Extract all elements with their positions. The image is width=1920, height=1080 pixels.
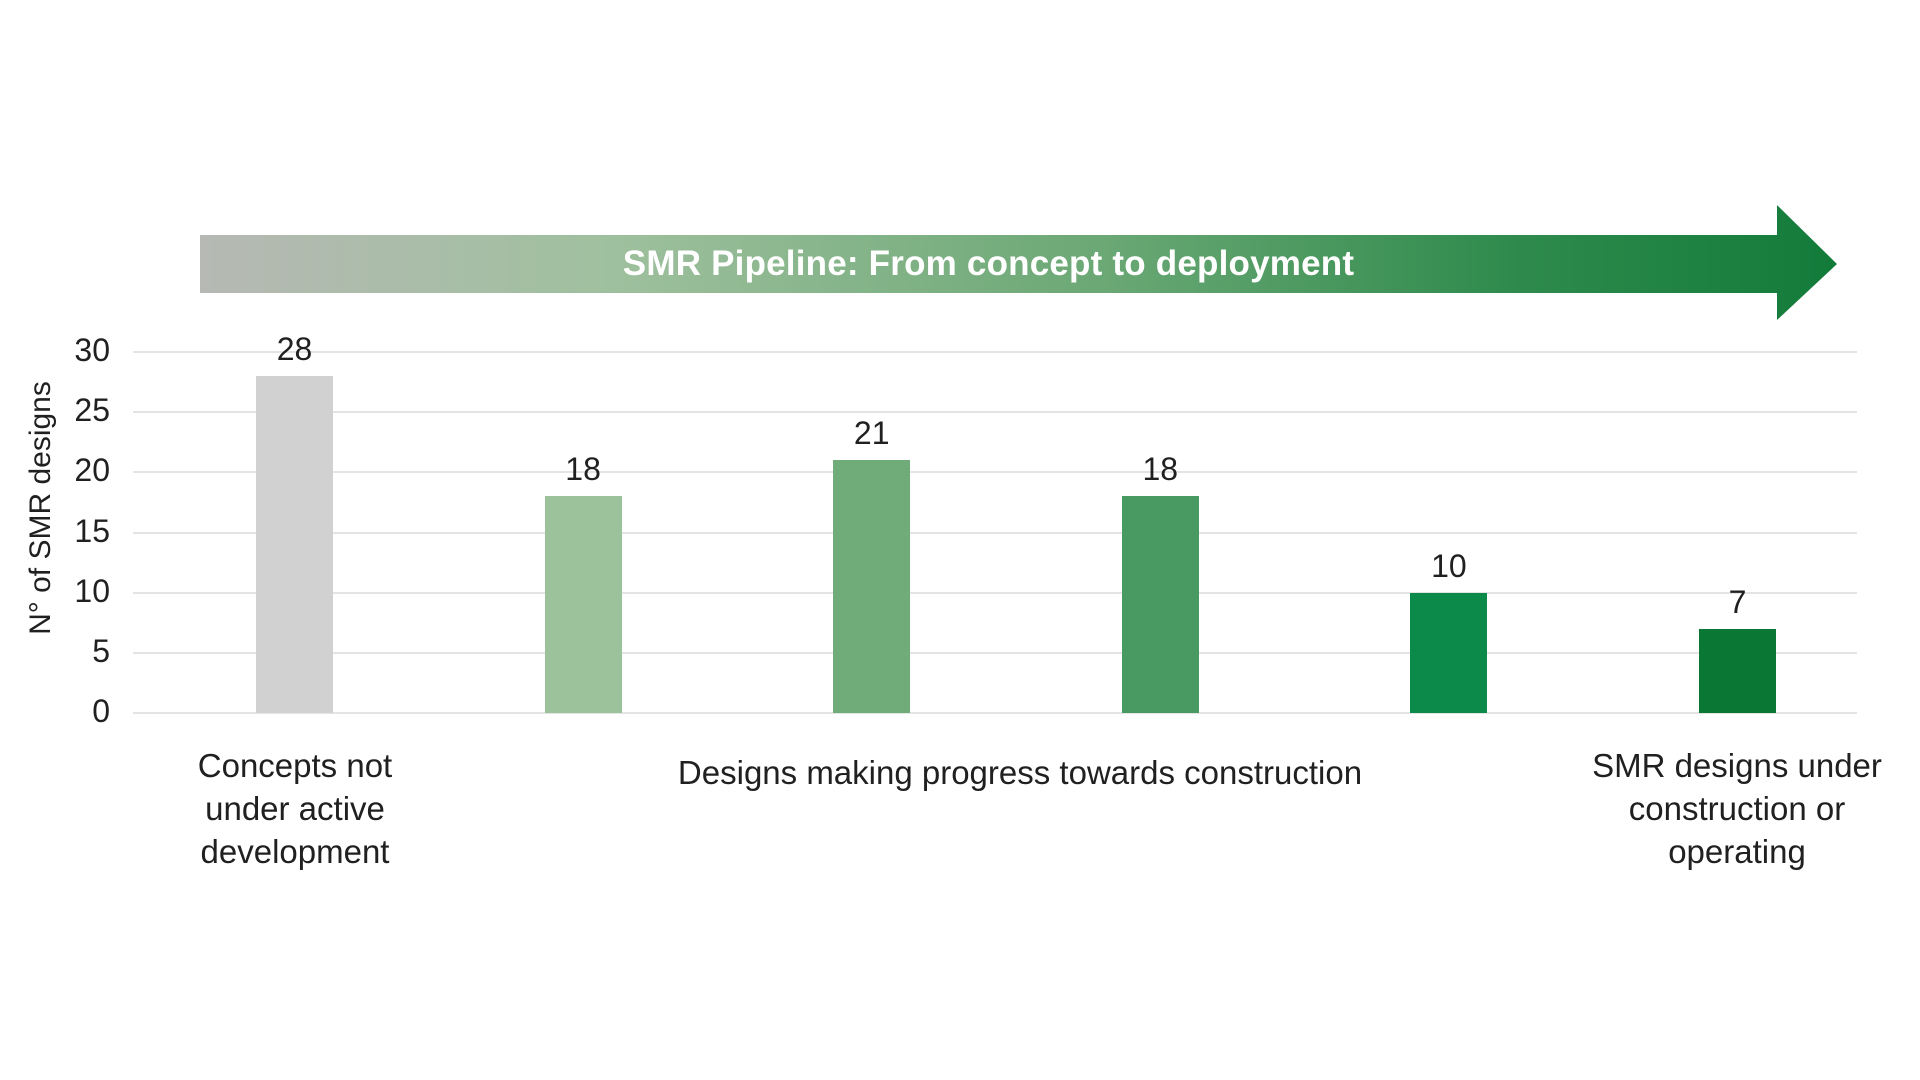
gridline bbox=[133, 591, 1857, 594]
x-label-concepts-not-under-active-development: Concepts not under active development bbox=[197, 747, 393, 870]
chart-bar bbox=[1699, 628, 1776, 713]
y-tick-label: 0 bbox=[92, 693, 110, 730]
chart-bar bbox=[833, 460, 911, 713]
y-tick-label: 5 bbox=[92, 632, 110, 669]
gridline bbox=[133, 531, 1857, 534]
gridline bbox=[133, 351, 1857, 353]
chart-bar bbox=[1410, 592, 1488, 713]
y-tick-label: 20 bbox=[74, 452, 110, 489]
chart-bar bbox=[1121, 496, 1199, 713]
chart-bar bbox=[256, 376, 333, 713]
bar-value-label: 10 bbox=[1431, 547, 1467, 584]
bar-value-label: 18 bbox=[1142, 451, 1179, 488]
gridline bbox=[133, 651, 1857, 654]
gridline bbox=[133, 712, 1857, 714]
bar-value-label: 28 bbox=[276, 331, 313, 368]
pipeline-arrow bbox=[200, 205, 1837, 320]
x-label-designs-making-progress: Designs making progress towards construc… bbox=[677, 754, 1363, 791]
bar-value-label: 21 bbox=[853, 415, 890, 452]
y-tick-label: 15 bbox=[74, 512, 110, 549]
y-tick-label: 25 bbox=[74, 392, 110, 429]
arrow-shape-icon bbox=[200, 205, 1837, 320]
bar-value-label: 7 bbox=[1728, 583, 1747, 620]
x-label-smr-designs-under-construction: SMR designs under construction or operat… bbox=[1592, 747, 1882, 870]
chart-bar bbox=[544, 496, 622, 713]
bar-value-label: 18 bbox=[565, 451, 601, 488]
gridline bbox=[133, 411, 1857, 414]
y-tick-label: 30 bbox=[74, 332, 110, 369]
chart-title: SMR Pipeline: From concept to deployment bbox=[622, 244, 1355, 283]
y-tick-label: 10 bbox=[74, 572, 110, 609]
gridline bbox=[133, 471, 1857, 474]
